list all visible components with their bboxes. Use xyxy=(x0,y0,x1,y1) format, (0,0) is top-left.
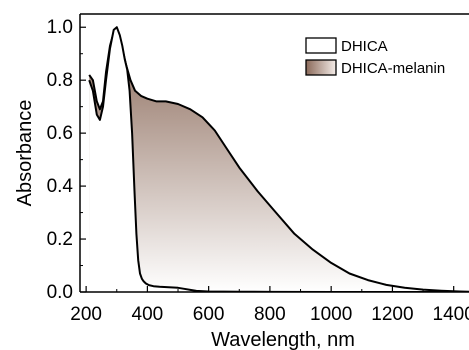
legend-swatch xyxy=(305,59,337,76)
legend: DHICA DHICA-melanin xyxy=(305,37,445,77)
y-axis-label: Absorbance xyxy=(14,100,36,207)
x-tick-label: 1000 xyxy=(310,304,352,325)
series-layer xyxy=(88,26,469,292)
legend-label: DHICA xyxy=(341,38,388,55)
y-tick-label: 0.2 xyxy=(47,229,73,250)
y-tick-label: 1.0 xyxy=(47,17,73,38)
dhica-line xyxy=(88,26,469,292)
legend-swatch xyxy=(305,37,337,54)
x-tick-label: 800 xyxy=(254,304,286,325)
y-tick-label: 0.0 xyxy=(47,282,73,303)
y-tick-label: 0.6 xyxy=(47,123,73,144)
x-tick-label: 200 xyxy=(70,304,102,325)
x-tick-label: 600 xyxy=(193,304,225,325)
dhica-area xyxy=(89,27,469,292)
x-tick-label: 400 xyxy=(132,304,164,325)
x-tick-label: 1200 xyxy=(371,304,413,325)
y-tick-label: 0.8 xyxy=(47,70,73,91)
legend-label: DHICA-melanin xyxy=(341,60,445,77)
dhica-melanin-area xyxy=(89,29,469,292)
y-tick-label: 0.4 xyxy=(47,176,74,197)
x-axis-label: Wavelength, nm xyxy=(211,329,355,350)
